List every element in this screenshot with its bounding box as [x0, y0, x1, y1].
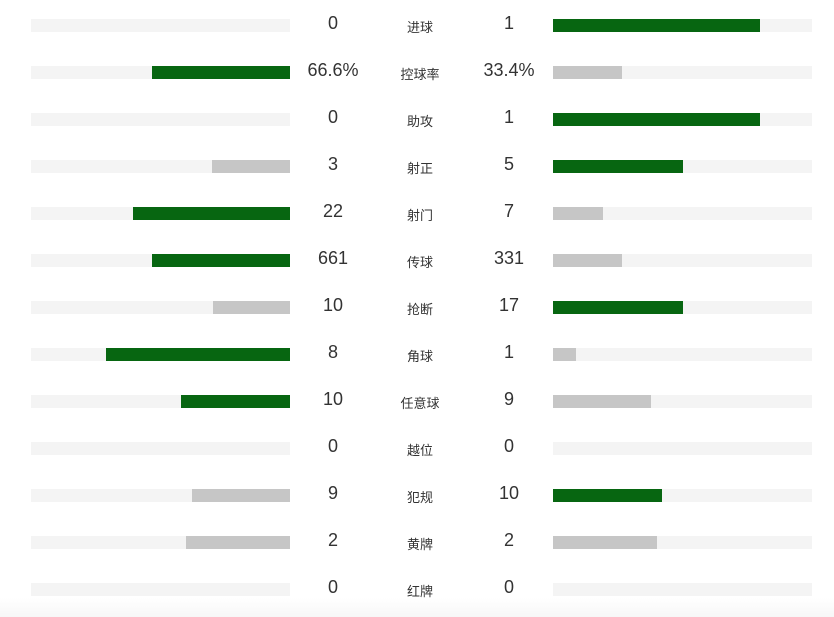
- away-bar-track: [553, 113, 812, 126]
- home-bar-fill: [132, 207, 290, 220]
- stat-label: 控球率: [400, 68, 440, 83]
- home-value: 22: [322, 201, 344, 221]
- away-bar-fill: [553, 301, 684, 314]
- home-bar-track: [31, 583, 290, 596]
- stat-row: 661 传球 331: [0, 246, 834, 276]
- stat-row: 0 进球 1: [0, 11, 834, 41]
- away-value: 1: [503, 107, 514, 127]
- home-bar-track: [31, 395, 290, 408]
- home-value: 8: [327, 342, 338, 362]
- home-value: 0: [327, 107, 338, 127]
- away-bar-track: [553, 536, 812, 549]
- home-bar-track: [31, 442, 290, 455]
- away-bar-track: [553, 348, 812, 361]
- away-bar-track: [553, 254, 812, 267]
- home-bar-track: [31, 160, 290, 173]
- stat-label: 助攻: [406, 115, 433, 130]
- stat-label: 黄牌: [406, 538, 433, 553]
- home-bar-track: [31, 254, 290, 267]
- bottom-fade: [0, 598, 834, 617]
- away-value: 0: [503, 436, 514, 456]
- stat-label: 角球: [406, 350, 433, 365]
- away-bar-fill: [553, 207, 603, 220]
- home-value: 661: [317, 248, 349, 268]
- stat-row: 3 射正 5: [0, 152, 834, 182]
- away-bar-fill: [553, 113, 761, 126]
- stat-row: 10 任意球 9: [0, 387, 834, 417]
- home-value: 0: [327, 13, 338, 33]
- home-value: 2: [327, 530, 338, 550]
- home-bar-fill: [105, 348, 290, 361]
- away-bar-fill: [553, 348, 577, 361]
- stat-label: 越位: [406, 444, 433, 459]
- home-bar-track: [31, 536, 290, 549]
- away-bar-track: [553, 395, 812, 408]
- stat-row: 0 红牌 0: [0, 575, 834, 605]
- stat-row: 2 黄牌 2: [0, 528, 834, 558]
- home-bar-track: [31, 489, 290, 502]
- away-bar-track: [553, 583, 812, 596]
- home-bar-track: [31, 113, 290, 126]
- stat-row: 22 射门 7: [0, 199, 834, 229]
- home-bar-fill: [186, 536, 290, 549]
- away-bar-track: [553, 489, 812, 502]
- stat-row: 0 助攻 1: [0, 105, 834, 135]
- away-value: 1: [503, 342, 514, 362]
- stat-label: 射正: [406, 162, 433, 177]
- home-bar-fill: [151, 254, 290, 267]
- home-bar-track: [31, 207, 290, 220]
- home-value: 3: [327, 154, 338, 174]
- home-bar-fill: [191, 489, 290, 502]
- home-value: 10: [322, 295, 344, 315]
- stat-label: 传球: [406, 256, 433, 271]
- home-bar-track: [31, 301, 290, 314]
- away-bar-fill: [553, 536, 657, 549]
- away-bar-fill: [553, 489, 663, 502]
- away-value: 2: [503, 530, 514, 550]
- away-bar-track: [553, 301, 812, 314]
- home-value: 0: [327, 436, 338, 456]
- away-bar-fill: [553, 254, 623, 267]
- away-bar-track: [553, 19, 812, 32]
- stat-label: 进球: [406, 21, 433, 36]
- stat-label: 抢断: [406, 303, 433, 318]
- home-bar-track: [31, 19, 290, 32]
- away-bar-track: [553, 207, 812, 220]
- away-value: 17: [498, 295, 520, 315]
- away-bar-fill: [553, 19, 761, 32]
- away-value: 1: [503, 13, 514, 33]
- home-bar-fill: [180, 395, 290, 408]
- stat-row: 8 角球 1: [0, 340, 834, 370]
- home-bar-fill: [212, 160, 290, 173]
- home-value: 9: [327, 483, 338, 503]
- home-value: 0: [327, 577, 338, 597]
- stat-row: 9 犯规 10: [0, 481, 834, 511]
- home-bar-fill: [152, 66, 290, 79]
- stat-label: 犯规: [406, 491, 433, 506]
- stat-label: 射门: [406, 209, 433, 224]
- away-bar-track: [553, 160, 812, 173]
- home-bar-fill: [213, 301, 290, 314]
- home-value: 10: [322, 389, 344, 409]
- home-value: 66.6%: [307, 60, 359, 80]
- away-value: 331: [493, 248, 525, 268]
- away-bar-track: [553, 66, 812, 79]
- away-value: 10: [498, 483, 520, 503]
- away-bar-fill: [553, 395, 652, 408]
- away-bar-fill: [553, 66, 623, 79]
- stat-row: 66.6% 控球率 33.4%: [0, 58, 834, 88]
- away-value: 7: [503, 201, 514, 221]
- home-bar-track: [31, 66, 290, 79]
- away-bar-track: [553, 442, 812, 455]
- away-value: 0: [503, 577, 514, 597]
- stat-label: 任意球: [400, 397, 440, 412]
- stat-row: 0 越位 0: [0, 434, 834, 464]
- home-bar-track: [31, 348, 290, 361]
- stat-row: 10 抢断 17: [0, 293, 834, 323]
- stat-label: 红牌: [406, 585, 433, 600]
- away-value: 9: [503, 389, 514, 409]
- away-value: 33.4%: [483, 60, 535, 80]
- away-bar-fill: [553, 160, 683, 173]
- away-value: 5: [503, 154, 514, 174]
